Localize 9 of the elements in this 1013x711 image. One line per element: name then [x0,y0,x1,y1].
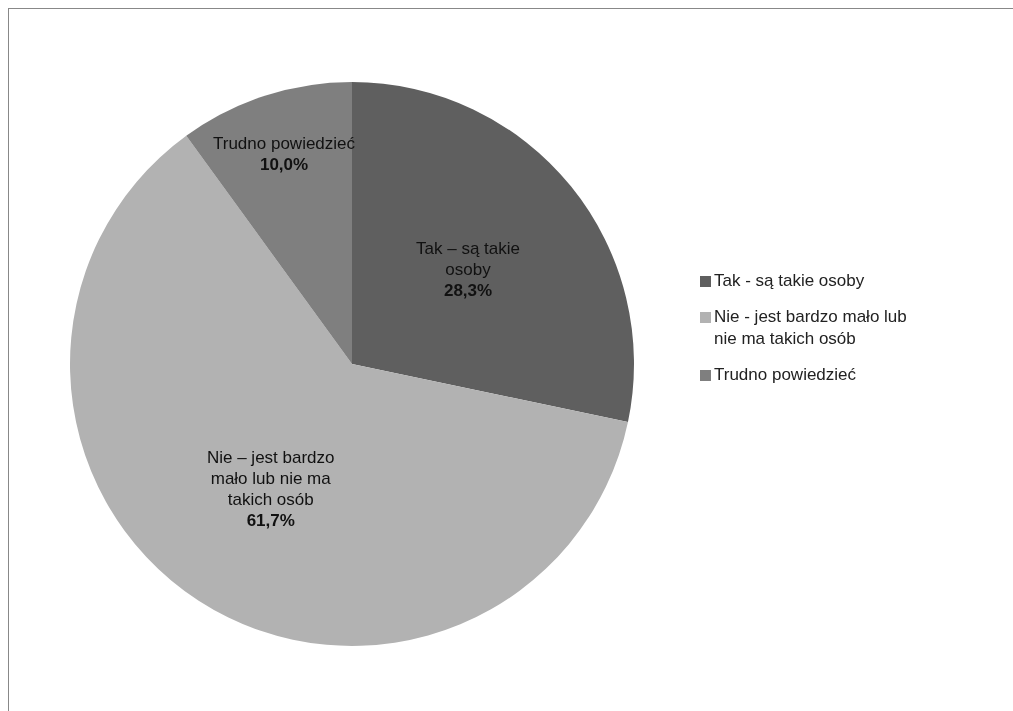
data-label: 61,7% [246,510,295,530]
text: Tak – są takie osoby [416,238,521,279]
legend-label: Nie - jest bardzo mało lub nie ma takich osób [714,306,908,350]
legend-label: Trudno powiedzieć [714,364,857,386]
data-label: 28,3% [443,280,493,300]
text: Trudno powiedzieć [213,133,356,153]
text: Nie – jest bardzo mało lub nie ma takich osób [206,447,335,509]
legend-label: Tak - są takie osoby [714,270,865,292]
data-label: 10,0% [259,154,309,174]
